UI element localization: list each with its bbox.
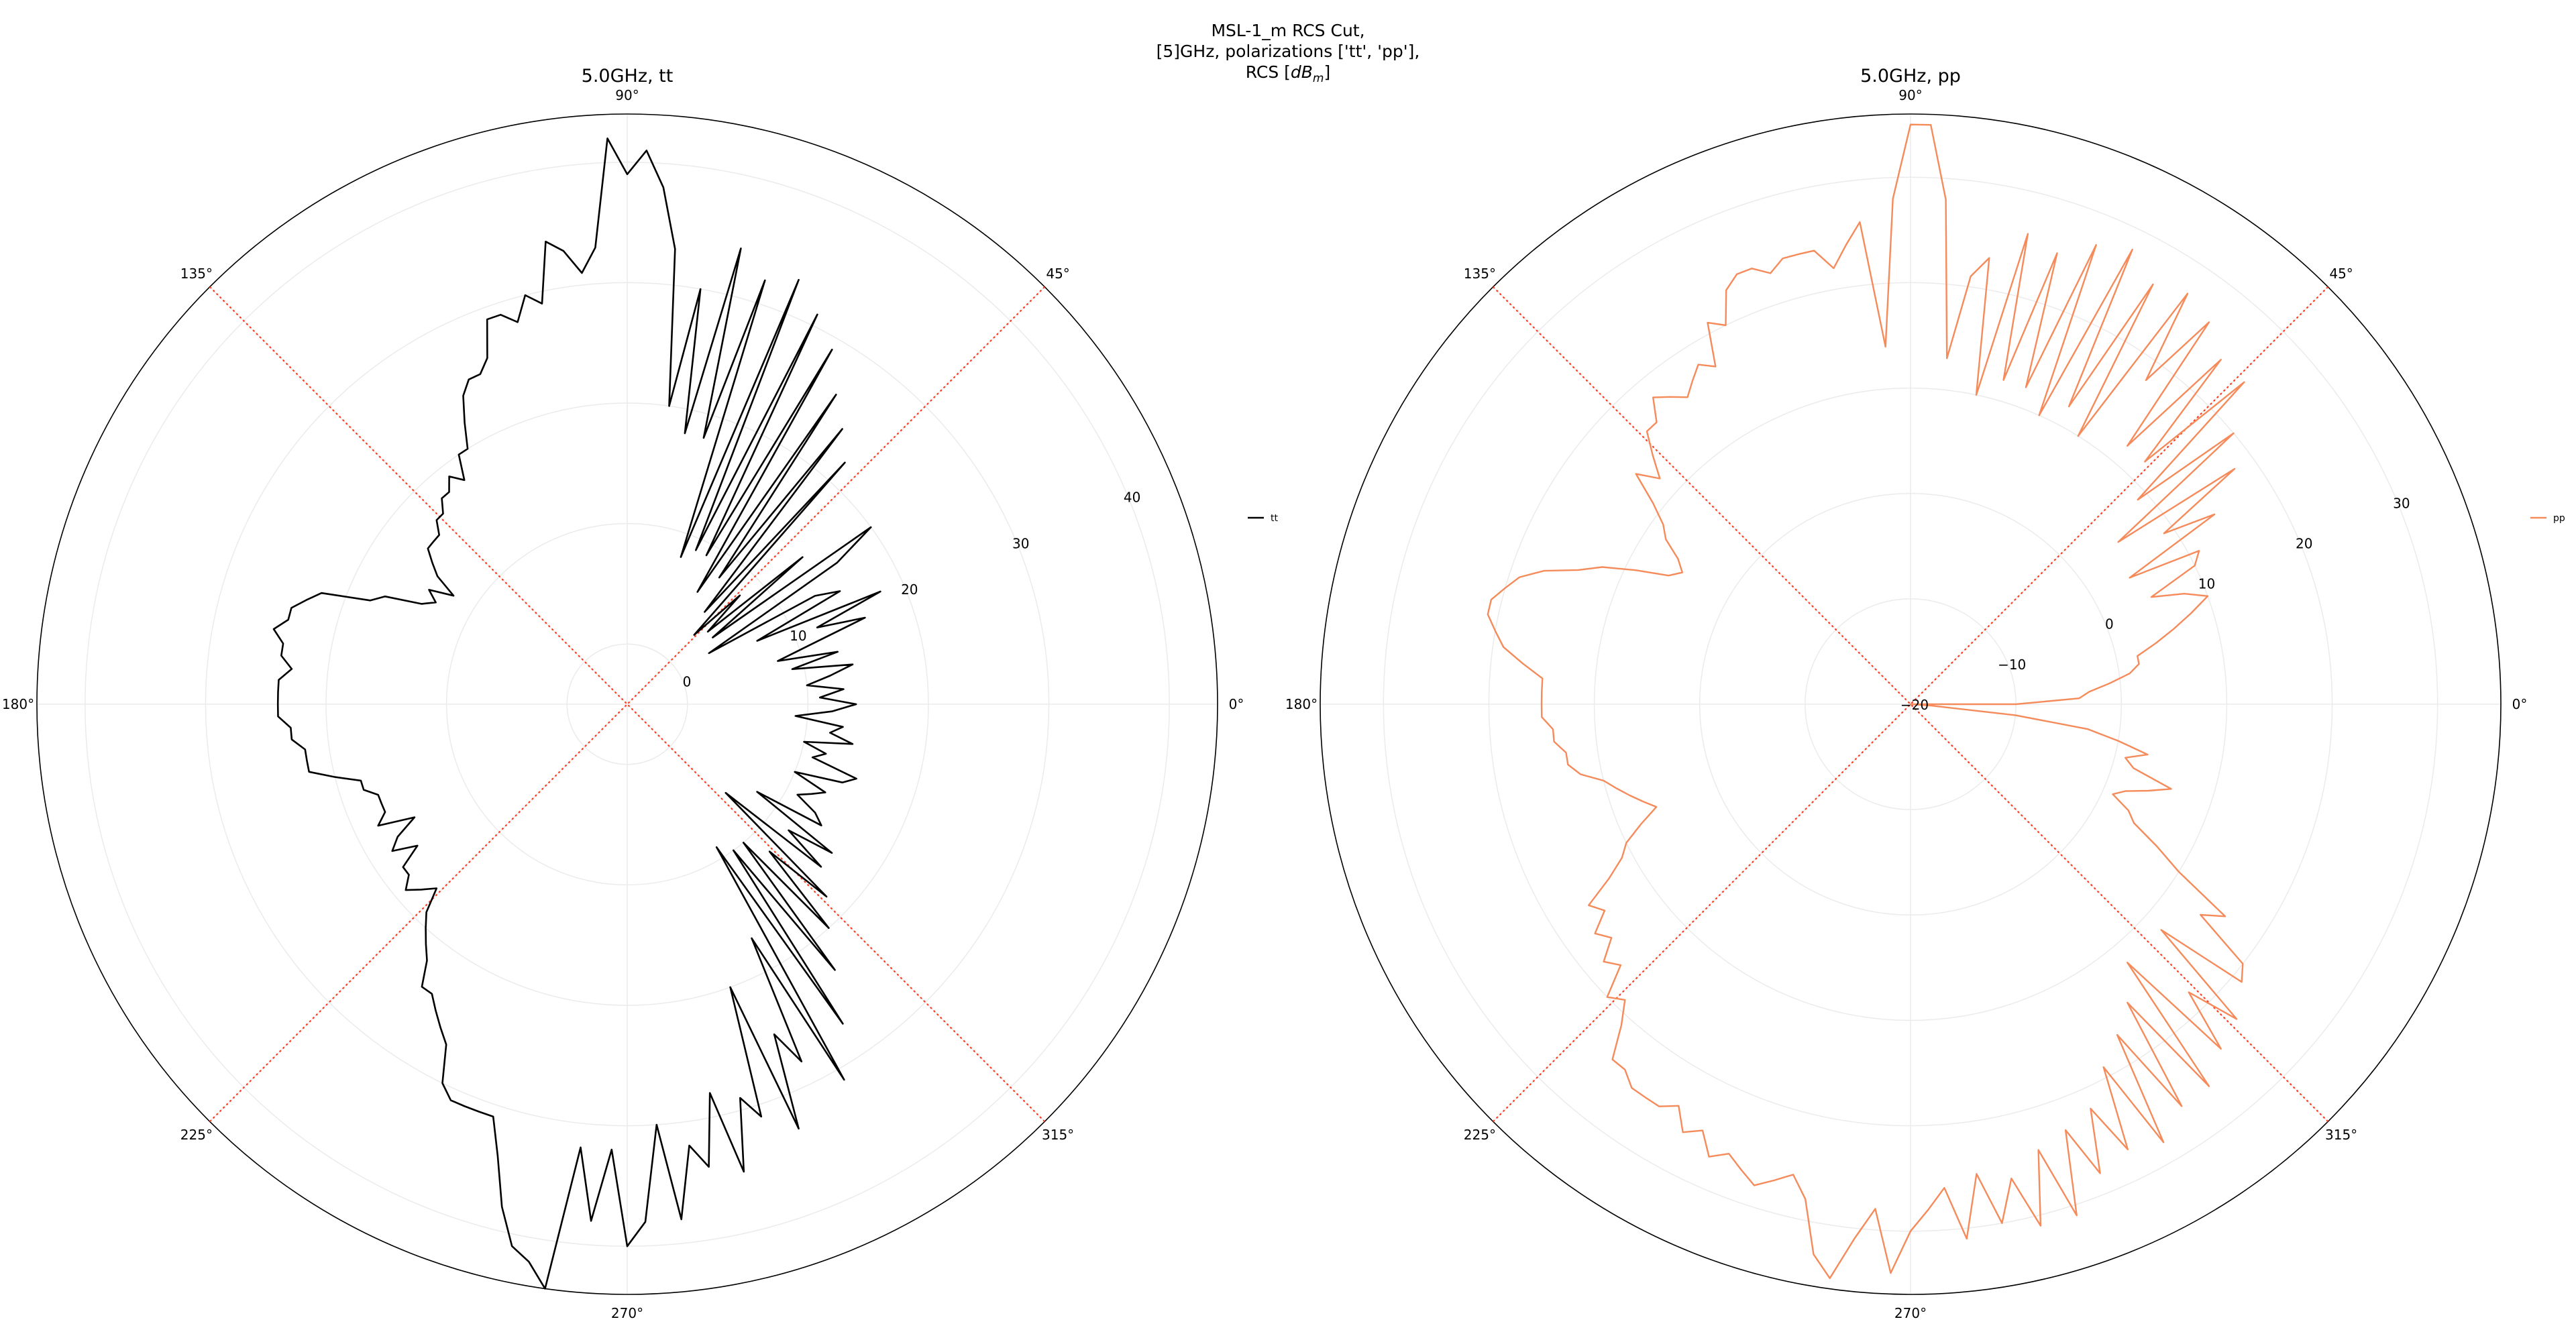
angle-tick-label: 90° <box>1898 87 1922 103</box>
series-line-pp <box>1487 123 2245 1280</box>
radial-tick-label: 20 <box>2296 536 2312 552</box>
polar-chart-pp: 0° 45° 90° 135° 180° 225° 270° 315° −20 −10 0 10 20 3… <box>1285 66 2565 1321</box>
polar-frame <box>1320 113 2502 1295</box>
figure-title-line-1: MSL-1_m RCS Cut, <box>1211 21 1365 40</box>
angular-gridline <box>1493 286 1911 705</box>
figure-title-unit: dB <box>1290 62 1313 82</box>
legend-label: tt <box>1271 513 1278 524</box>
angular-gridline <box>1910 704 2328 1122</box>
angle-tick-label: 0° <box>2512 696 2528 712</box>
polar-chart-tt: 0° 45° 90° 135° 180° 225° 270° 315° 0 10 20 30 40 5.0… <box>2 66 1279 1321</box>
angle-tick-label: 45° <box>2329 266 2353 282</box>
legend: tt <box>1248 513 1278 524</box>
angle-tick-label: 180° <box>2 696 34 712</box>
chart-title: 5.0GHz, tt <box>582 66 674 87</box>
angle-tick-label: 225° <box>180 1127 213 1143</box>
angle-tick-label: 135° <box>180 266 213 282</box>
angle-tick-label: 270° <box>1894 1305 1927 1321</box>
series-line-tt <box>272 137 881 1290</box>
radial-tick-label: 30 <box>1012 536 1029 552</box>
radial-tick-label: 40 <box>1124 490 1140 506</box>
radial-tick-label: −20 <box>1900 697 1929 713</box>
angle-tick-label: 180° <box>1285 696 1318 712</box>
legend: pp <box>2530 513 2565 524</box>
radial-tick-label: 10 <box>790 628 806 644</box>
figure-title-line-3: RCS [dBm] <box>0 62 2576 89</box>
angular-gridline <box>1493 704 1911 1122</box>
angular-gridline <box>627 704 1045 1122</box>
radial-tick-label: 0 <box>683 674 692 690</box>
figure-title-line-3-suffix: ] <box>1324 62 1331 82</box>
figure-title: MSL-1_m RCS Cut, [5]GHz, polarizations [… <box>0 20 2576 89</box>
angle-tick-label: 315° <box>2325 1127 2357 1143</box>
radial-tick-label: 0 <box>2105 616 2114 632</box>
angle-tick-label: 270° <box>611 1305 643 1321</box>
angular-gridline <box>627 286 1045 705</box>
angular-gridline <box>209 286 628 705</box>
angle-tick-label: 0° <box>1229 696 1244 712</box>
figure-title-line-3-prefix: RCS [ <box>1245 62 1291 82</box>
radial-tick-label: 30 <box>2393 495 2410 511</box>
radial-tick-label: −10 <box>1998 657 2026 673</box>
legend-label: pp <box>2553 513 2565 524</box>
angular-gridline <box>1910 286 2328 705</box>
figure-title-unit-subscript: m <box>1312 72 1324 85</box>
angle-tick-label: 135° <box>1464 266 1496 282</box>
radial-tick-label: 20 <box>901 581 918 598</box>
angle-tick-label: 225° <box>1464 1127 1496 1143</box>
radial-tick-label: 10 <box>2198 576 2215 592</box>
polar-frame <box>36 113 1218 1295</box>
angle-tick-label: 90° <box>615 87 639 103</box>
angle-tick-label: 315° <box>1042 1127 1074 1143</box>
angle-tick-label: 45° <box>1046 266 1069 282</box>
angular-gridline <box>209 704 628 1122</box>
figure-title-line-2: [5]GHz, polarizations ['tt', 'pp'], <box>1156 42 1420 61</box>
chart-title: 5.0GHz, pp <box>1860 66 1961 87</box>
